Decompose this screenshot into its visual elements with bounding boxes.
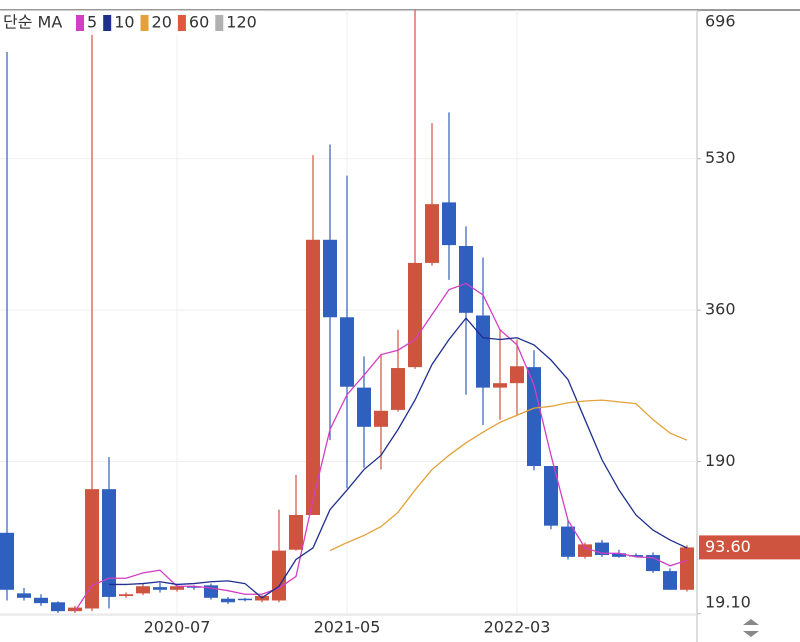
- ma-line: [74, 282, 688, 612]
- candle-body: [340, 317, 354, 387]
- legend-swatch: [103, 15, 112, 31]
- candle-body: [153, 587, 167, 590]
- candle-body: [85, 489, 99, 609]
- candle: [34, 594, 48, 606]
- legend-label: 120: [226, 13, 257, 32]
- candle: [425, 123, 439, 266]
- candle-body: [17, 593, 31, 598]
- candle: [289, 474, 303, 551]
- candle-body: [459, 246, 473, 313]
- legend-title: 단순 MA: [3, 13, 62, 32]
- legend-label: 5: [87, 13, 97, 32]
- candle: [544, 465, 558, 530]
- candle-body: [221, 598, 235, 603]
- candle-body: [0, 532, 14, 590]
- candle: [85, 29, 99, 612]
- legend-swatch: [215, 15, 224, 31]
- x-tick-label: 2021-05: [314, 618, 381, 637]
- candle-body: [170, 586, 184, 590]
- candle-body: [663, 571, 677, 590]
- candle: [663, 568, 677, 590]
- candle-body: [289, 514, 303, 550]
- candle-body: [323, 239, 337, 318]
- candle-body: [561, 526, 575, 557]
- x-tick-label: 2022-03: [484, 618, 551, 637]
- candle: [527, 350, 541, 471]
- candle-body: [136, 586, 150, 594]
- y-tick-label: 360: [705, 300, 736, 319]
- candle-body: [51, 602, 65, 612]
- candle: [0, 51, 14, 601]
- y-tick-label: 696: [705, 12, 736, 31]
- y-tick-label: 19.10: [705, 593, 751, 612]
- candle: [493, 329, 507, 420]
- candle: [374, 354, 388, 470]
- candle-body: [357, 387, 371, 427]
- candle-body: [68, 607, 82, 612]
- candle: [340, 175, 354, 489]
- last-price-box: [699, 535, 800, 560]
- arrow-down[interactable]: [743, 631, 759, 637]
- candle-body: [476, 315, 490, 388]
- candle-body: [374, 410, 388, 427]
- candle-body: [408, 262, 422, 368]
- candle: [136, 583, 150, 596]
- ma-line: [329, 399, 688, 552]
- candle: [68, 605, 82, 613]
- candle-body: [272, 550, 286, 601]
- candle: [510, 339, 524, 416]
- candle: [153, 582, 167, 593]
- candle: [221, 596, 235, 605]
- candle-body: [510, 366, 524, 384]
- candle-body: [34, 597, 48, 604]
- arrow-up[interactable]: [743, 619, 759, 625]
- candle-body: [238, 598, 252, 601]
- candle: [323, 144, 337, 441]
- candle: [119, 592, 133, 598]
- candle-body: [612, 553, 626, 557]
- candle-body: [102, 489, 116, 597]
- scroll-arrows[interactable]: [743, 619, 759, 637]
- legend-swatch: [76, 15, 84, 31]
- candle: [391, 329, 405, 412]
- candle-body: [544, 465, 558, 526]
- candle-body: [119, 594, 133, 597]
- legend-swatch: [177, 15, 186, 31]
- candle-body: [578, 544, 592, 557]
- last-price-label: 93.60: [705, 537, 751, 556]
- candle-body: [391, 368, 405, 410]
- grid: [0, 10, 697, 615]
- candle: [51, 601, 65, 613]
- y-tick-label: 530: [705, 148, 736, 167]
- candle: [459, 226, 473, 395]
- candle: [578, 542, 592, 559]
- candle: [102, 457, 116, 609]
- candle-body: [442, 202, 456, 246]
- candle: [442, 112, 456, 280]
- legend-swatch: [140, 15, 149, 31]
- x-tick-label: 2020-07: [144, 618, 211, 637]
- candle: [17, 588, 31, 601]
- candle: [561, 520, 575, 560]
- y-tick-label: 190: [705, 451, 736, 470]
- ma-line: [109, 317, 688, 599]
- candle-body: [425, 204, 439, 263]
- candle-body: [187, 586, 201, 588]
- candle: [680, 545, 694, 592]
- candle: [306, 155, 320, 515]
- candle-body: [629, 555, 643, 557]
- candle-body: [306, 239, 320, 515]
- candle: [646, 552, 660, 573]
- legend-label: 20: [152, 13, 172, 32]
- candle: [238, 597, 252, 602]
- candle-body: [680, 547, 694, 590]
- candle-body: [527, 367, 541, 466]
- candle-body: [493, 383, 507, 388]
- candle: [204, 583, 218, 600]
- legend-label: 60: [189, 13, 209, 32]
- legend-label: 10: [114, 13, 134, 32]
